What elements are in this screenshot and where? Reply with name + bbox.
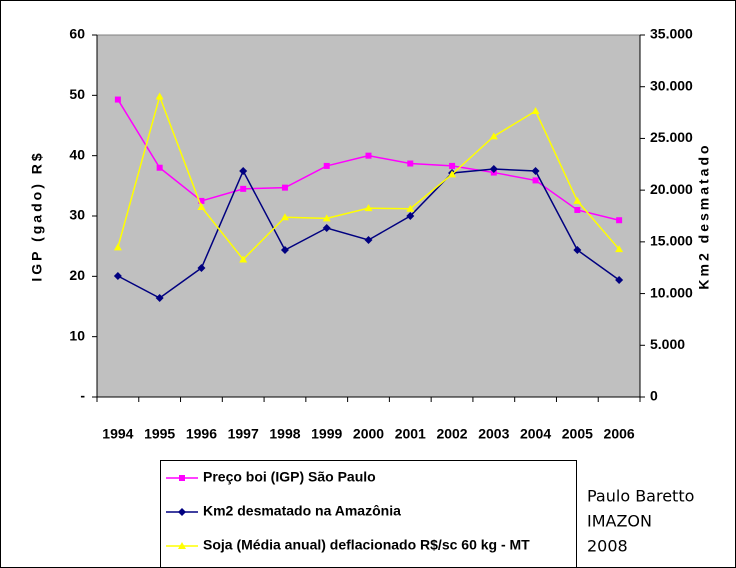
marker [155,294,164,303]
x-tick-label: 1994 [102,426,133,442]
x-tick-label: 2006 [604,426,635,442]
marker [573,246,582,255]
marker [364,235,373,244]
annotation: IMAZON [587,512,652,531]
marker [364,204,373,212]
marker [616,217,623,224]
annotation: Paulo Baretto [587,487,694,506]
marker [156,164,163,171]
x-tick-label: 1997 [228,426,259,442]
marker [489,132,498,140]
y2-tick-label: 10.000 [650,284,693,300]
marker [531,107,540,115]
marker [197,264,206,273]
x-tick-label: 2005 [562,426,593,442]
marker [615,245,624,253]
marker [574,206,581,213]
marker [406,204,415,212]
marker [615,276,624,285]
marker [197,202,206,210]
marker [113,243,122,251]
y2-tick-label: 0 [650,388,658,404]
y2-tick-label: 15.000 [650,233,693,249]
y-axis-title: IGP (gado) R$ [29,150,45,281]
annotation: 2008 [587,537,628,556]
legend-label: Preço boi (IGP) São Paulo [203,469,376,485]
y2-tick-label: 25.000 [650,129,693,145]
marker [179,475,185,481]
y-tick-label: - [80,388,85,404]
x-tick-label: 1999 [311,426,342,442]
marker [531,167,540,176]
marker [448,170,457,178]
marker [178,542,186,549]
marker [198,197,205,204]
y-tick-label: 40 [69,146,85,162]
x-tick-label: 1996 [186,426,217,442]
legend [160,460,577,568]
x-tick-label: 1998 [269,426,300,442]
marker [281,184,288,191]
marker [322,223,331,232]
marker [489,165,498,174]
marker [114,96,121,103]
plot-area [96,34,641,398]
y2-tick-label: 20.000 [650,181,693,197]
marker [280,213,289,221]
marker [323,162,330,169]
marker [532,177,539,184]
x-tick-label: 2000 [353,426,384,442]
legend-label: Soja (Média anual) deflacionado R$/sc 60… [203,537,530,553]
marker [178,508,186,516]
x-tick-label: 2002 [436,426,467,442]
y-tick-label: 10 [69,327,85,343]
marker [113,271,122,280]
marker [239,167,248,176]
y-tick-label: 20 [69,267,85,283]
y2-tick-label: 5.000 [650,336,685,352]
marker [280,246,289,255]
marker [155,92,164,100]
x-tick-label: 2001 [395,426,426,442]
y-tick-label: 50 [69,86,85,102]
marker [407,160,414,167]
y-tick-label: 30 [69,207,85,223]
marker [240,185,247,192]
x-tick-label: 2003 [478,426,509,442]
y2-tick-label: 30.000 [650,77,693,93]
y-tick-label: 60 [69,26,85,42]
marker [365,152,372,159]
marker [449,162,456,169]
marker [322,214,331,222]
y2-axis-title: Km2 desmatado [696,142,712,289]
legend-label: Km2 desmatado na Amazônia [203,503,401,519]
marker [573,196,582,204]
marker [239,255,248,263]
x-tick-label: 1995 [144,426,175,442]
y2-tick-label: 35.000 [650,26,693,42]
x-tick-label: 2004 [520,426,551,442]
marker [406,212,415,220]
